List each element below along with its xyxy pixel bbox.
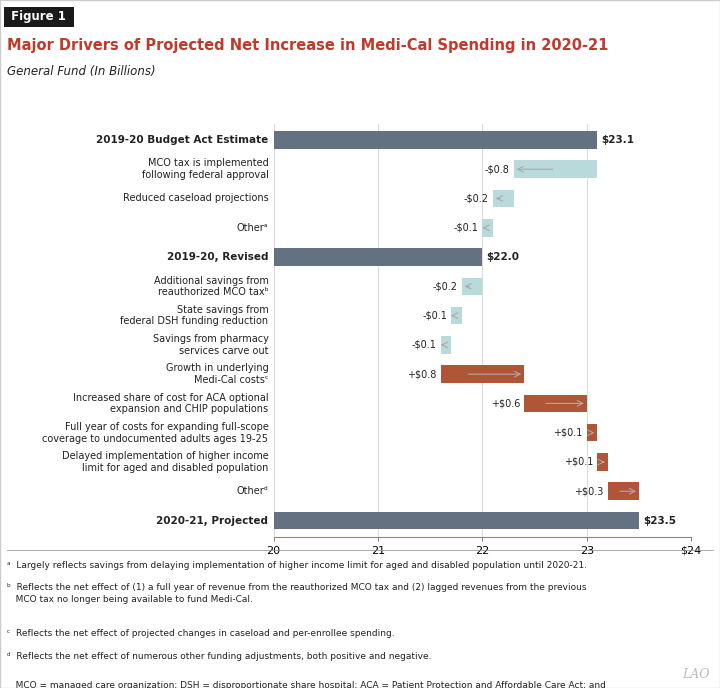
Text: +$0.6: +$0.6 [490, 398, 520, 409]
Text: -$0.2: -$0.2 [464, 193, 489, 204]
Text: LAO: LAO [682, 668, 709, 681]
Text: ᵃ  Largely reflects savings from delaying implementation of higher income limit : ᵃ Largely reflects savings from delaying… [7, 561, 588, 570]
Text: $23.5: $23.5 [643, 515, 676, 526]
Text: Reduced caseload projections: Reduced caseload projections [122, 193, 269, 204]
Bar [441, 336, 451, 354]
Text: ᶜ  Reflects the net effect of projected changes in caseload and per-enrollee spe: ᶜ Reflects the net effect of projected c… [7, 629, 395, 638]
Bar [451, 307, 462, 324]
Text: +$0.1: +$0.1 [564, 457, 593, 467]
Text: -$0.8: -$0.8 [485, 164, 510, 174]
Bar [441, 365, 524, 383]
Text: $23.1: $23.1 [601, 135, 634, 145]
Text: Growth in underlying
Medi-Cal costsᶜ: Growth in underlying Medi-Cal costsᶜ [166, 363, 269, 385]
Text: Full year of costs for expanding full-scope
coverage to undocumented adults ages: Full year of costs for expanding full-sc… [42, 422, 269, 444]
Text: -$0.1: -$0.1 [412, 340, 436, 350]
Text: Increased share of cost for ACA optional
expansion and CHIP populations: Increased share of cost for ACA optional… [73, 393, 269, 414]
Bar [482, 219, 492, 237]
Text: Additional savings from
reauthorized MCO taxᵇ: Additional savings from reauthorized MCO… [153, 275, 269, 297]
Text: 2019-20 Budget Act Estimate: 2019-20 Budget Act Estimate [96, 135, 269, 145]
Bar [462, 277, 482, 295]
Text: Delayed implementation of higher income
limit for aged and disabled population: Delayed implementation of higher income … [62, 451, 269, 473]
Bar [524, 395, 587, 412]
Bar [274, 131, 598, 149]
Bar [274, 248, 482, 266]
Text: ᵇ  Reflects the net effect of (1) a full year of revenue from the reauthorized M: ᵇ Reflects the net effect of (1) a full … [7, 583, 587, 604]
Text: +$0.1: +$0.1 [553, 428, 582, 438]
Text: -$0.1: -$0.1 [454, 223, 478, 233]
Text: General Fund (In Billions): General Fund (In Billions) [7, 65, 156, 78]
Text: $22.0: $22.0 [487, 252, 520, 262]
Text: Major Drivers of Projected Net Increase in Medi-Cal Spending in 2020-21: Major Drivers of Projected Net Increase … [7, 38, 608, 53]
Bar [597, 453, 608, 471]
Text: MCO = managed care organization; DSH = disproportionate share hospital; ACA = Pa: MCO = managed care organization; DSH = d… [7, 681, 606, 688]
Text: Otherᵃ: Otherᵃ [237, 223, 269, 233]
Text: State savings from
federal DSH funding reduction: State savings from federal DSH funding r… [120, 305, 269, 326]
Text: +$0.8: +$0.8 [407, 369, 436, 379]
Text: Otherᵈ: Otherᵈ [237, 486, 269, 496]
Text: Savings from pharmacy
services carve out: Savings from pharmacy services carve out [153, 334, 269, 356]
Bar [513, 160, 597, 178]
Text: MCO tax is implemented
following federal approval: MCO tax is implemented following federal… [142, 158, 269, 180]
Bar [608, 482, 639, 500]
Text: Figure 1: Figure 1 [7, 10, 71, 23]
Text: -$0.2: -$0.2 [432, 281, 457, 291]
Bar [274, 512, 639, 529]
Text: 2020-21, Projected: 2020-21, Projected [156, 515, 269, 526]
Text: -$0.1: -$0.1 [422, 310, 447, 321]
Bar [493, 190, 514, 207]
Bar [587, 424, 597, 442]
Text: 2019-20, Revised: 2019-20, Revised [167, 252, 269, 262]
Text: ᵈ  Reflects the net effect of numerous other funding adjustments, both positive : ᵈ Reflects the net effect of numerous ot… [7, 652, 432, 660]
Text: +$0.3: +$0.3 [574, 486, 603, 496]
